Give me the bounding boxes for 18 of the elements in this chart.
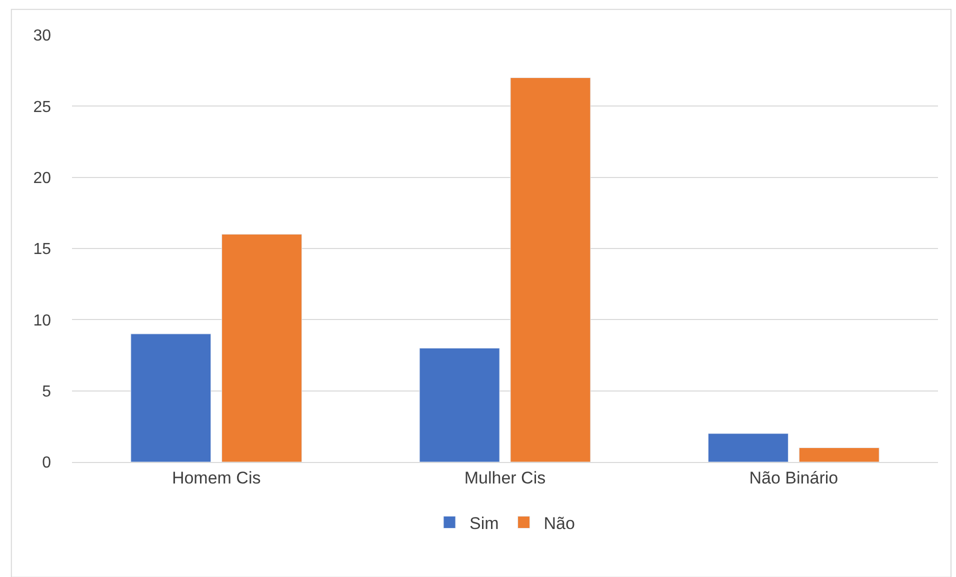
- bar: [222, 234, 302, 462]
- y-tick-label: 20: [33, 170, 52, 187]
- bar: [798, 448, 880, 462]
- x-tick-label: Mulher Cis: [464, 468, 546, 488]
- y-tick-label: 25: [33, 98, 52, 116]
- bar: [708, 433, 788, 462]
- y-tick-label: 30: [33, 28, 52, 45]
- x-tick-label: Não Binário: [749, 468, 838, 488]
- x-tick-label: Homem Cis: [172, 468, 261, 488]
- y-tick-label: 15: [33, 241, 52, 258]
- legend-label: Não: [544, 514, 575, 533]
- bar: [419, 348, 500, 462]
- legend-label: Sim: [470, 514, 499, 533]
- bar: [510, 77, 591, 462]
- y-tick-label: 5: [42, 383, 52, 400]
- bar: [130, 334, 212, 462]
- y-tick-label: 0: [42, 454, 52, 472]
- y-tick-label: 10: [33, 312, 52, 330]
